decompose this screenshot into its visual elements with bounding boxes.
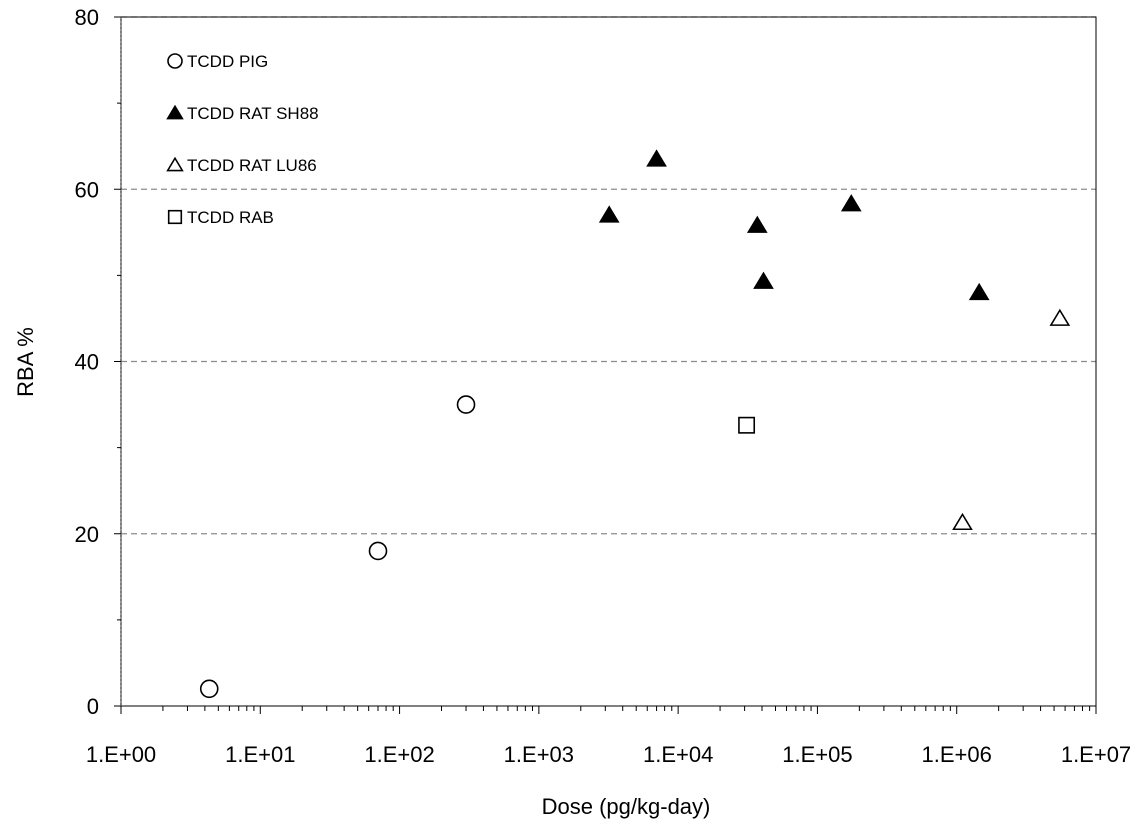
y-axis-title: RBA % (13, 327, 38, 397)
data-point (738, 416, 756, 434)
legend-label: TCDD RAT LU86 (187, 156, 317, 175)
data-point (968, 282, 990, 301)
x-tick-label: 1.E+04 (643, 742, 713, 767)
data-point (952, 512, 973, 531)
x-tick-label: 1.E+07 (1061, 742, 1131, 767)
x-tick-label: 1.E+02 (364, 742, 434, 767)
legend-label: TCDD RAB (187, 208, 274, 227)
x-tick-label: 1.E+00 (86, 742, 156, 767)
y-tick-label: 60 (75, 177, 99, 202)
data-point (368, 541, 388, 561)
data-point (746, 215, 768, 233)
legend-marker (167, 53, 183, 69)
axes: 0 20 40 60 80 1.E+00 1.E+01 1.E+02 1.E+03 1.E+04 1… (75, 5, 1132, 767)
legend-marker (166, 156, 184, 172)
legend-marker (166, 104, 184, 120)
data-point (646, 149, 667, 167)
x-tick-label: 1.E+05 (782, 742, 852, 767)
y-tick-label: 80 (75, 5, 99, 30)
data-point (840, 194, 862, 212)
legend-label: TCDD RAT SH88 (187, 104, 319, 123)
x-tick-label: 1.E+01 (225, 742, 295, 767)
data-points (199, 149, 1071, 699)
data-point (456, 395, 476, 414)
y-tick-label: 20 (75, 522, 99, 547)
x-tick-label: 1.E+03 (504, 742, 574, 767)
legend: TCDD PIG TCDD RAT SH88 TCDD RAT LU86 TCDD R… (166, 52, 319, 227)
x-tick-label: 1.E+06 (922, 742, 992, 767)
data-point (753, 271, 774, 289)
data-point (598, 205, 620, 223)
data-point (1049, 308, 1071, 326)
data-point (199, 679, 219, 699)
y-tick-label: 40 (75, 350, 99, 375)
legend-label: TCDD PIG (187, 52, 268, 71)
y-tick-label: 0 (87, 694, 99, 719)
legend-marker (167, 209, 183, 225)
x-axis-title: Dose (pg/kg-day) (542, 794, 711, 819)
gridlines (121, 16, 1096, 535)
